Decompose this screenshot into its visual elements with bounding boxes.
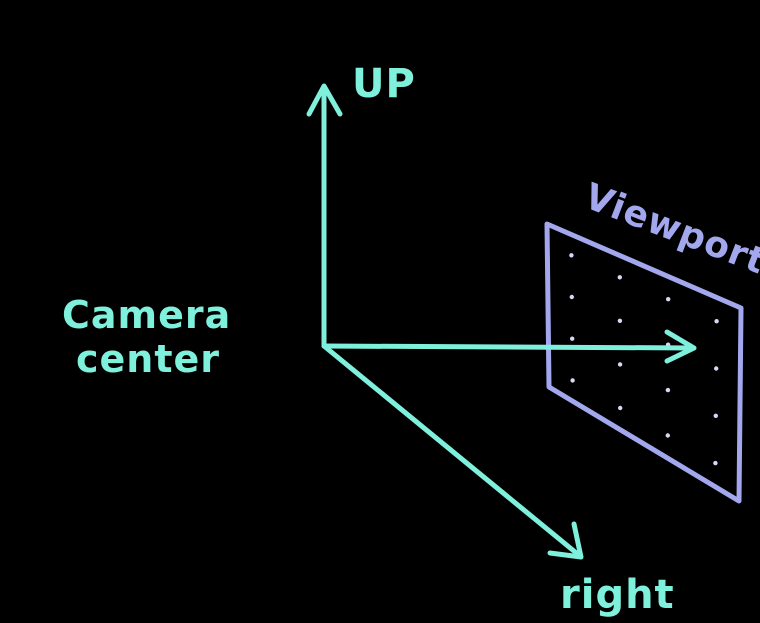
viewport-pixel-dot	[617, 362, 623, 367]
viewport-pixel-dot	[617, 318, 623, 323]
view-direction-arrowhead	[664, 329, 697, 364]
viewport-pixel-dot	[714, 319, 719, 324]
viewport-pixel-dot	[665, 433, 670, 438]
label-right: right	[560, 572, 675, 618]
viewport-pixel-dot	[666, 297, 671, 302]
label-up: UP	[352, 61, 416, 107]
viewport-pixel-dot	[713, 413, 718, 418]
right-arrowhead	[547, 521, 584, 560]
label-camera-line2: center	[76, 337, 220, 381]
viewport-plane	[544, 221, 744, 504]
viewport-pixel-dot	[570, 378, 575, 383]
viewport-pixel-grid	[569, 253, 719, 466]
viewport-pixel-dot	[569, 294, 574, 300]
label-viewport: Viewport	[579, 176, 760, 283]
viewport-pixel-dot	[569, 253, 574, 258]
viewport-pixel-dot	[570, 336, 575, 341]
viewport-pixel-dot	[714, 366, 719, 371]
view-direction-axis	[321, 343, 696, 351]
viewport-pixel-dot	[618, 405, 623, 411]
up-arrowhead	[306, 83, 343, 117]
right-axis	[321, 343, 583, 559]
viewport-pixel-dot	[665, 387, 671, 393]
label-camera-line1: Camera	[62, 293, 231, 337]
viewport-pixel-dot	[617, 275, 622, 280]
viewport-pixel-dot	[713, 460, 718, 466]
